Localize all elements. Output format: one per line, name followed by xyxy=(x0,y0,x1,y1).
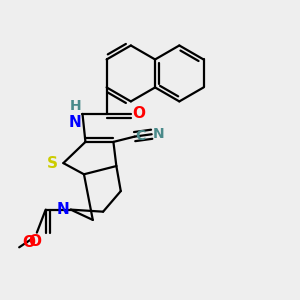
Text: N: N xyxy=(56,202,69,217)
Text: N: N xyxy=(153,127,165,141)
Text: S: S xyxy=(47,156,58,171)
Text: H: H xyxy=(69,99,81,113)
Text: O: O xyxy=(28,234,41,249)
Text: N: N xyxy=(68,115,81,130)
Text: O: O xyxy=(132,106,145,122)
Text: O: O xyxy=(22,235,35,250)
Text: C: C xyxy=(135,129,146,143)
